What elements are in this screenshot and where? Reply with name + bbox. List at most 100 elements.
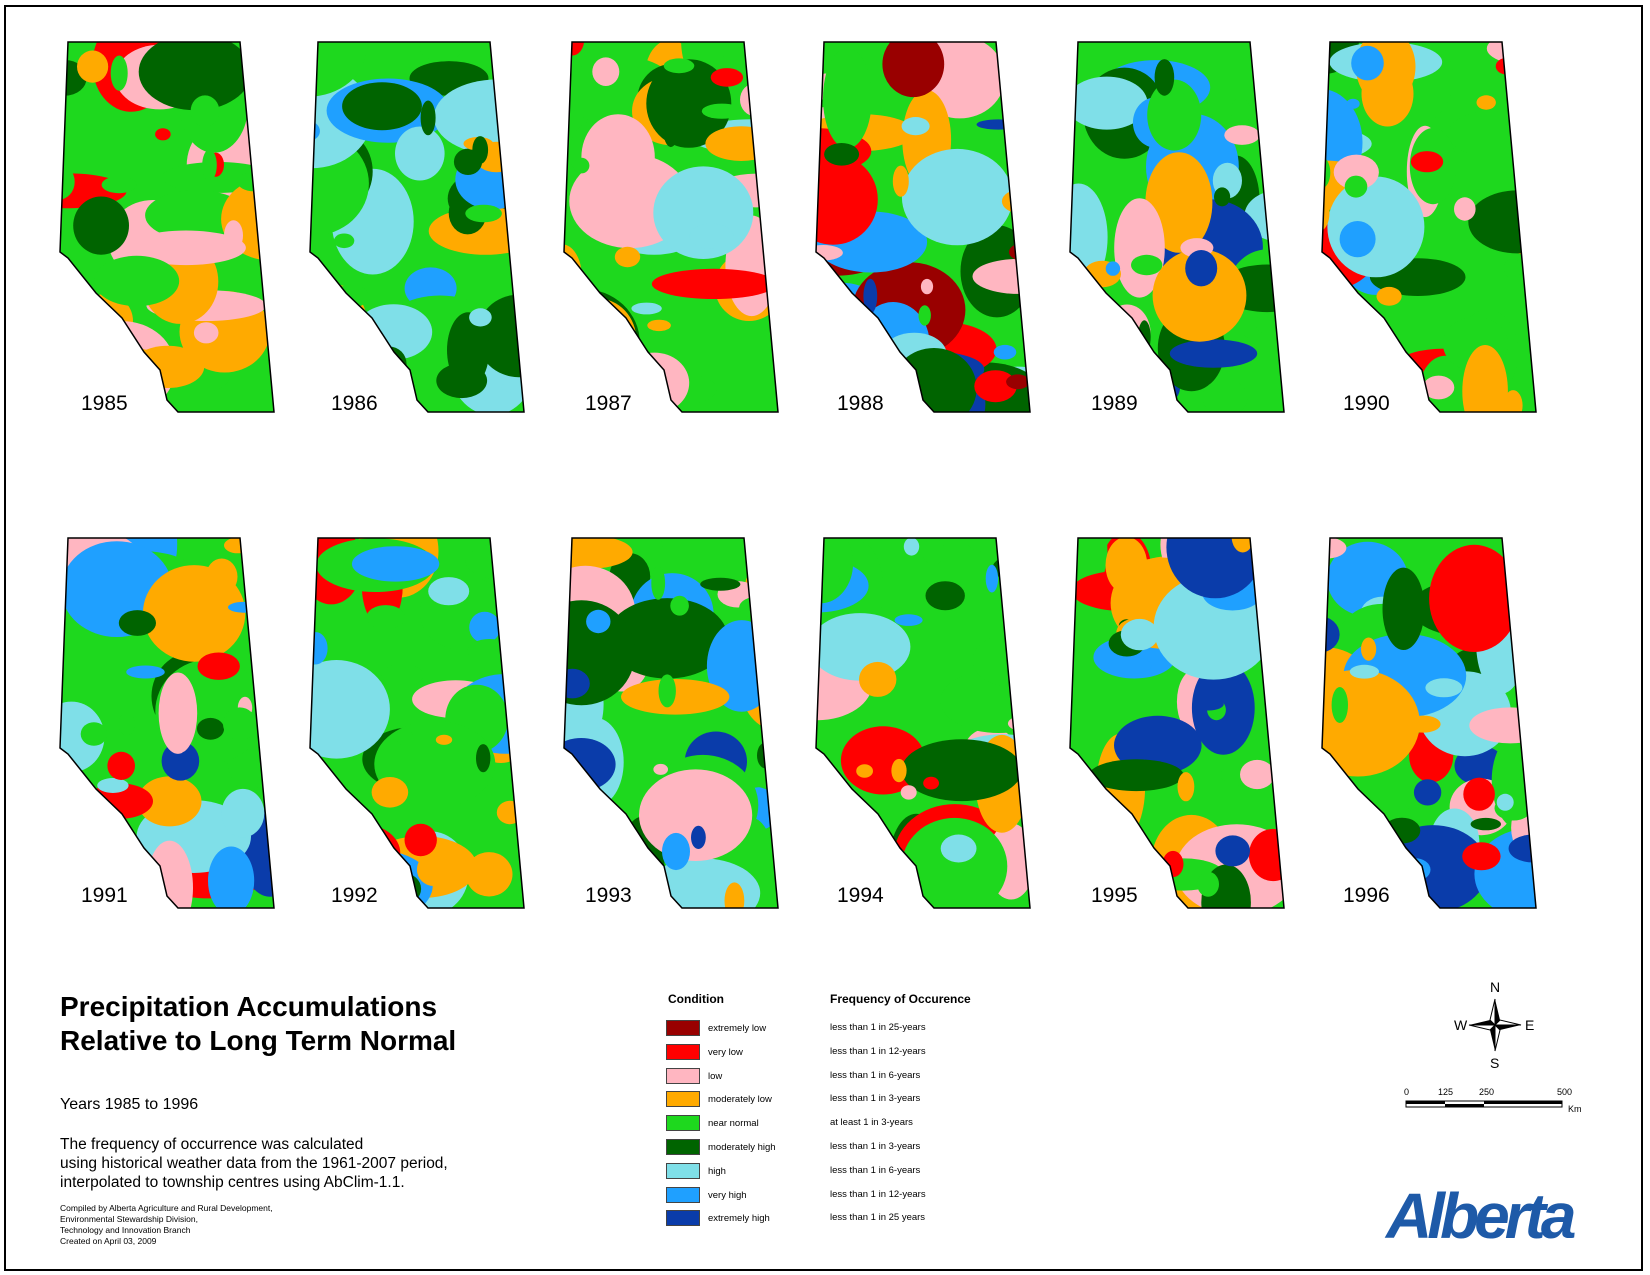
credits: Compiled by Alberta Agriculture and Rura… xyxy=(60,1203,273,1247)
legend-condition: high xyxy=(708,1165,726,1177)
years-range: Years 1985 to 1996 xyxy=(60,1096,199,1113)
alberta-precipitation-map xyxy=(309,537,525,909)
legend-row: low less than 1 in 6-years xyxy=(666,1067,1026,1086)
legend-swatch xyxy=(666,1210,700,1227)
legend-row: moderately high less than 1 in 3-years xyxy=(666,1139,1026,1157)
credits-line-4: Created on April 03, 2009 xyxy=(60,1236,157,1246)
map-panel-1992: 1992 xyxy=(306,536,536,936)
legend-frequency: at least 1 in 3-years xyxy=(830,1117,913,1129)
map-year-label: 1985 xyxy=(81,392,128,415)
alberta-logo: Alberta xyxy=(1382,1180,1582,1252)
legend-swatch xyxy=(666,1186,700,1203)
map-panel-1988: 1988 xyxy=(812,40,1042,440)
map-panel-1993: 1993 xyxy=(560,536,790,936)
legend-row: very high less than 1 in 12-years xyxy=(666,1186,1026,1205)
map-panel-1989: 1989 xyxy=(1066,40,1296,440)
alberta-precipitation-map xyxy=(1321,537,1537,909)
legend-swatch xyxy=(666,1162,700,1179)
map-frame xyxy=(4,5,1643,1271)
scale-tick-125: 125 xyxy=(1438,1087,1454,1097)
alberta-precipitation-map xyxy=(1069,41,1285,413)
legend-frequency: less than 1 in 25 years xyxy=(830,1212,926,1224)
alberta-precipitation-map xyxy=(59,41,275,413)
title-line-1: Precipitation Accumulations xyxy=(60,991,438,1022)
scale-tick-0: 0 xyxy=(1404,1087,1410,1097)
legend-condition: near normal xyxy=(708,1118,759,1130)
legend-swatch xyxy=(666,1115,700,1132)
scale-bar-graphic xyxy=(1405,1100,1563,1108)
legend-row: extremely low less than 1 in 25-years xyxy=(666,1020,1026,1038)
legend-condition: extremely high xyxy=(708,1213,770,1225)
scale-tick-250: 250 xyxy=(1479,1087,1495,1097)
alberta-precipitation-map xyxy=(815,41,1031,413)
compass-s: S xyxy=(1490,1055,1500,1071)
alberta-precipitation-map xyxy=(563,537,779,909)
legend-row: moderately low less than 1 in 3-years xyxy=(666,1091,1026,1109)
scale-tick-500: 500 xyxy=(1557,1087,1573,1097)
legend-frequency: less than 1 in 25-years xyxy=(830,1022,926,1033)
compass-rose: N S E W xyxy=(1440,979,1550,1071)
map-year-label: 1990 xyxy=(1343,392,1390,415)
svg-text:Alberta: Alberta xyxy=(1384,1182,1575,1252)
map-year-label: 1987 xyxy=(585,392,632,415)
legend-frequency: less than 1 in 12-years xyxy=(830,1045,926,1057)
map-title: Precipitation Accumulations Relative to … xyxy=(60,990,456,1058)
legend-condition: very high xyxy=(708,1189,747,1201)
legend-condition: low xyxy=(708,1070,723,1082)
legend-swatch xyxy=(666,1020,700,1036)
alberta-precipitation-map xyxy=(1321,41,1537,413)
map-year-label: 1993 xyxy=(585,884,632,907)
compass-w: W xyxy=(1454,1017,1468,1033)
description-line-3: interpolated to township centres using A… xyxy=(60,1174,405,1191)
map-panel-1995: 1995 xyxy=(1066,536,1296,936)
legend-frequency: less than 1 in 3-years xyxy=(830,1093,921,1105)
legend-swatch xyxy=(666,1139,700,1155)
legend-frequency: less than 1 in 6-years xyxy=(830,1164,921,1176)
description-line-2: using historical weather data from the 1… xyxy=(60,1155,448,1172)
description-line-1: The frequency of occurrence was calculat… xyxy=(60,1136,364,1153)
map-panel-1990: 1990 xyxy=(1318,40,1548,440)
credits-line-3: Technology and Innovation Branch xyxy=(60,1225,191,1235)
description: The frequency of occurrence was calculat… xyxy=(60,1135,448,1192)
map-panel-1985: 1985 xyxy=(56,40,286,440)
map-panel-1991: 1991 xyxy=(56,536,286,936)
scale-bar: 0 125 250 500 Km xyxy=(1404,1087,1594,1117)
title-line-2: Relative to Long Term Normal xyxy=(60,1025,457,1056)
compass-e: E xyxy=(1525,1017,1535,1033)
map-year-label: 1996 xyxy=(1343,884,1390,907)
legend-row: high less than 1 in 6-years xyxy=(666,1162,1026,1181)
legend-swatch xyxy=(666,1043,700,1060)
alberta-precipitation-map xyxy=(563,41,779,413)
legend-frequency-header: Frequency of Occurence xyxy=(830,992,971,1006)
alberta-precipitation-map xyxy=(59,537,275,909)
map-panel-1996: 1996 xyxy=(1318,536,1548,936)
map-year-label: 1994 xyxy=(837,884,884,907)
alberta-precipitation-map xyxy=(815,537,1031,909)
map-year-label: 1989 xyxy=(1091,392,1138,415)
alberta-logo-icon: Alberta xyxy=(1384,1180,1580,1252)
legend-frequency: less than 1 in 3-years xyxy=(830,1141,921,1152)
scale-unit: Km xyxy=(1568,1104,1582,1114)
alberta-precipitation-map xyxy=(309,41,525,413)
map-panel-1994: 1994 xyxy=(812,536,1042,936)
map-year-label: 1995 xyxy=(1091,884,1138,907)
legend-frequency: less than 1 in 6-years xyxy=(830,1069,921,1081)
legend-frequency: less than 1 in 12-years xyxy=(830,1188,926,1200)
compass-icon xyxy=(1468,998,1522,1052)
legend-condition: very low xyxy=(708,1046,743,1058)
map-panel-1987: 1987 xyxy=(560,40,790,440)
credits-line-2: Environmental Stewardship Division, xyxy=(60,1214,198,1224)
legend-row: extremely high less than 1 in 25 years xyxy=(666,1210,1026,1228)
compass-n: N xyxy=(1490,979,1501,995)
legend-condition: extremely low xyxy=(708,1023,767,1034)
map-panel-1986: 1986 xyxy=(306,40,536,440)
map-year-label: 1988 xyxy=(837,392,884,415)
alberta-precipitation-map xyxy=(1069,537,1285,909)
map-year-label: 1986 xyxy=(331,392,378,415)
legend-row: very low less than 1 in 12-years xyxy=(666,1043,1026,1062)
legend-swatch xyxy=(666,1091,700,1108)
legend-swatch xyxy=(666,1067,700,1084)
credits-line-1: Compiled by Alberta Agriculture and Rura… xyxy=(60,1203,273,1213)
map-year-label: 1992 xyxy=(331,884,378,907)
legend-row: near normal at least 1 in 3-years xyxy=(666,1115,1026,1133)
